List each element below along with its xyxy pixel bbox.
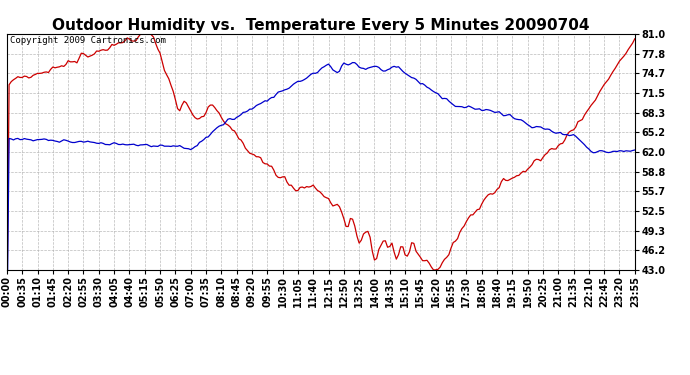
Title: Outdoor Humidity vs.  Temperature Every 5 Minutes 20090704: Outdoor Humidity vs. Temperature Every 5… bbox=[52, 18, 589, 33]
Text: Copyright 2009 Cartronics.com: Copyright 2009 Cartronics.com bbox=[10, 36, 166, 45]
